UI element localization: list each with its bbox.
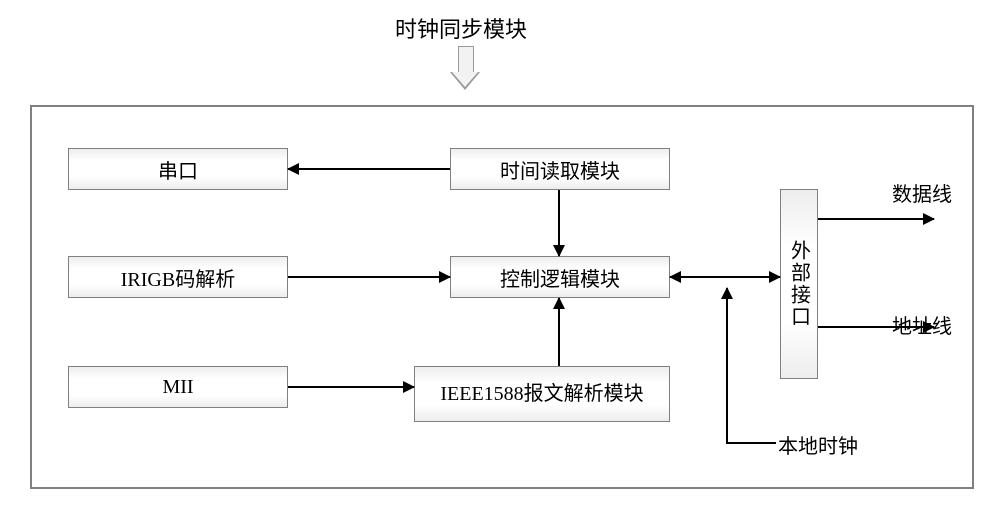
box-mii: MII — [68, 366, 288, 408]
diagram-title: 时钟同步模块 — [395, 12, 527, 44]
arrow-mii-to-ieee — [288, 386, 414, 388]
box-serial: 串口 — [68, 148, 288, 190]
arrow-local-clock — [726, 288, 728, 444]
label-data-line: 数据线 — [892, 178, 952, 207]
title-arrow-icon — [450, 46, 480, 96]
box-ctrl-logic: 控制逻辑模块 — [450, 256, 670, 298]
arrow-timeread-to-serial — [288, 168, 450, 170]
box-time-read: 时间读取模块 — [450, 148, 670, 190]
arrow-irigb-to-ctrl — [288, 276, 450, 278]
label-addr-line: 地址线 — [892, 310, 952, 339]
arrow-ctrl-extif — [670, 276, 780, 278]
arrow-timeread-to-ctrl — [558, 190, 560, 256]
label-local-clock: 本地时钟 — [778, 430, 858, 459]
box-irigb: IRIGB码解析 — [68, 256, 288, 298]
arrow-ieee-to-ctrl — [558, 298, 560, 366]
arrow-extif-to-data — [818, 218, 934, 220]
box-ext-if: 外部接口 — [780, 189, 818, 379]
local-clock-line-h — [726, 442, 776, 444]
box-ieee1588: IEEE1588报文解析模块 — [414, 366, 670, 422]
diagram-canvas: 时钟同步模块 串口 IRIGB码解析 MII 时间读取模块 控制逻辑模块 IEE… — [0, 0, 1000, 510]
